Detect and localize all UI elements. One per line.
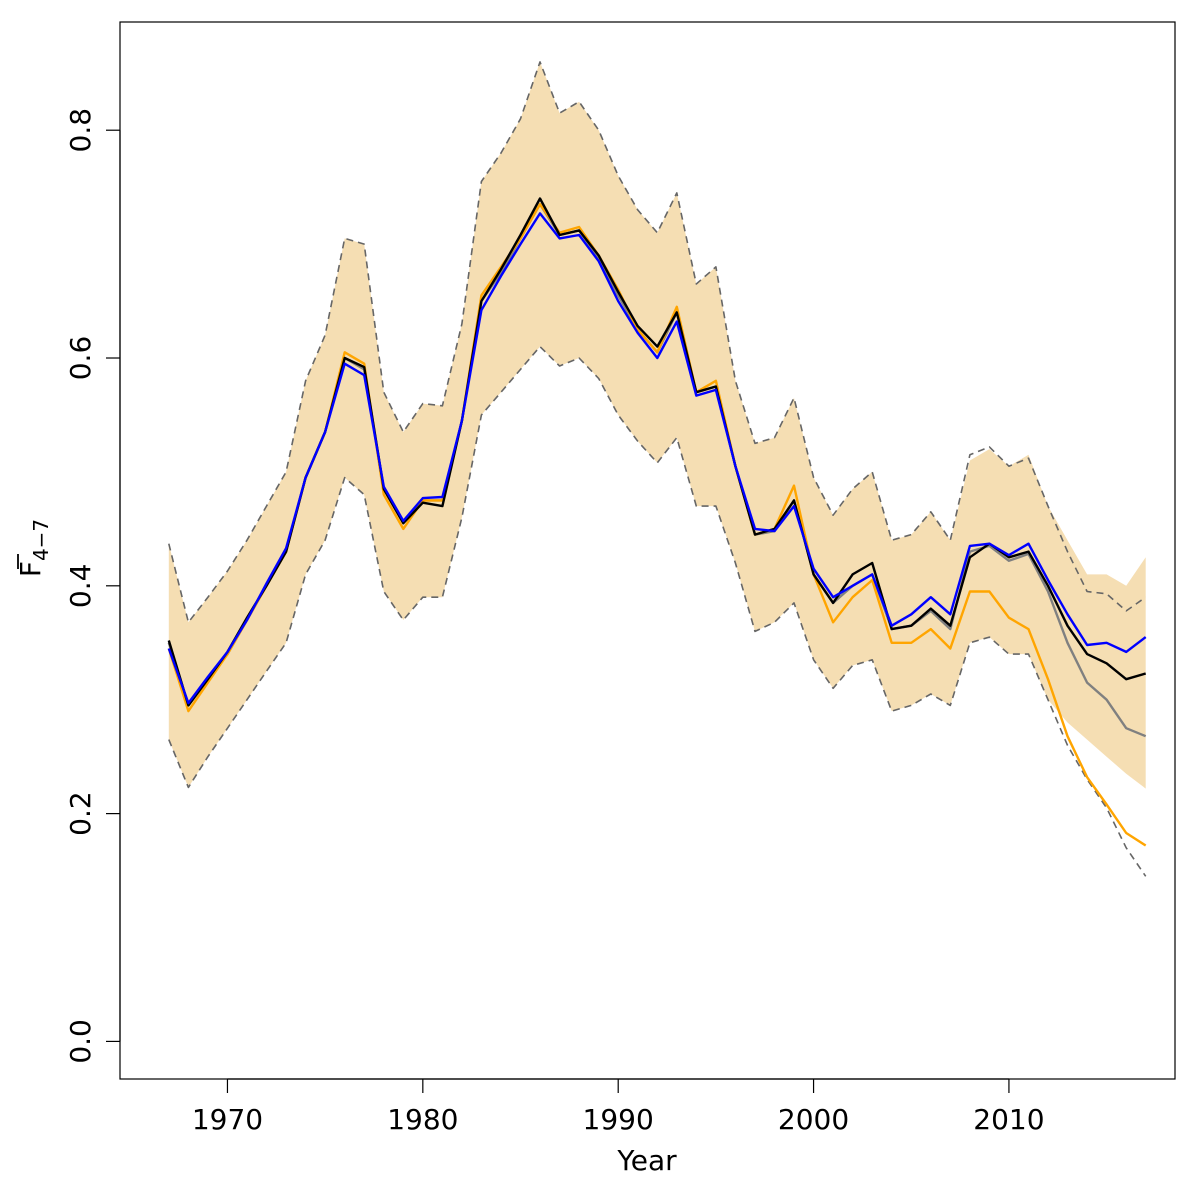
series-line-blue: [167, 212, 1147, 705]
y-tick-label: 0.8: [64, 108, 97, 153]
y-axis-title: F4−7: [14, 519, 53, 577]
x-axis-title: Year: [616, 1144, 677, 1177]
y-tick-label: 0.6: [64, 336, 97, 381]
plot-area: [167, 61, 1147, 877]
y-axis-title-main: F: [14, 561, 47, 577]
x-tick-label: 2010: [973, 1103, 1044, 1136]
y-tick-label: 0.2: [64, 791, 97, 836]
series-line-upper_bound: [168, 61, 1147, 624]
x-tick-label: 1990: [583, 1103, 654, 1136]
x-tick-label: 1980: [387, 1103, 458, 1136]
y-axis: 0.0 0.2 0.4 0.6 0.8: [64, 108, 121, 1064]
x-axis: 1970 1980 1990 2000 2010: [192, 1078, 1045, 1136]
y-tick-label: 0.4: [64, 564, 97, 609]
y-tick-label: 0.0: [64, 1019, 97, 1064]
x-tick-label: 1970: [192, 1103, 263, 1136]
x-tick-label: 2000: [778, 1103, 849, 1136]
y-axis-title-subscript: 4−7: [29, 519, 53, 561]
svg-text:F4−7: F4−7: [14, 519, 53, 577]
confidence-band: [168, 61, 1146, 789]
